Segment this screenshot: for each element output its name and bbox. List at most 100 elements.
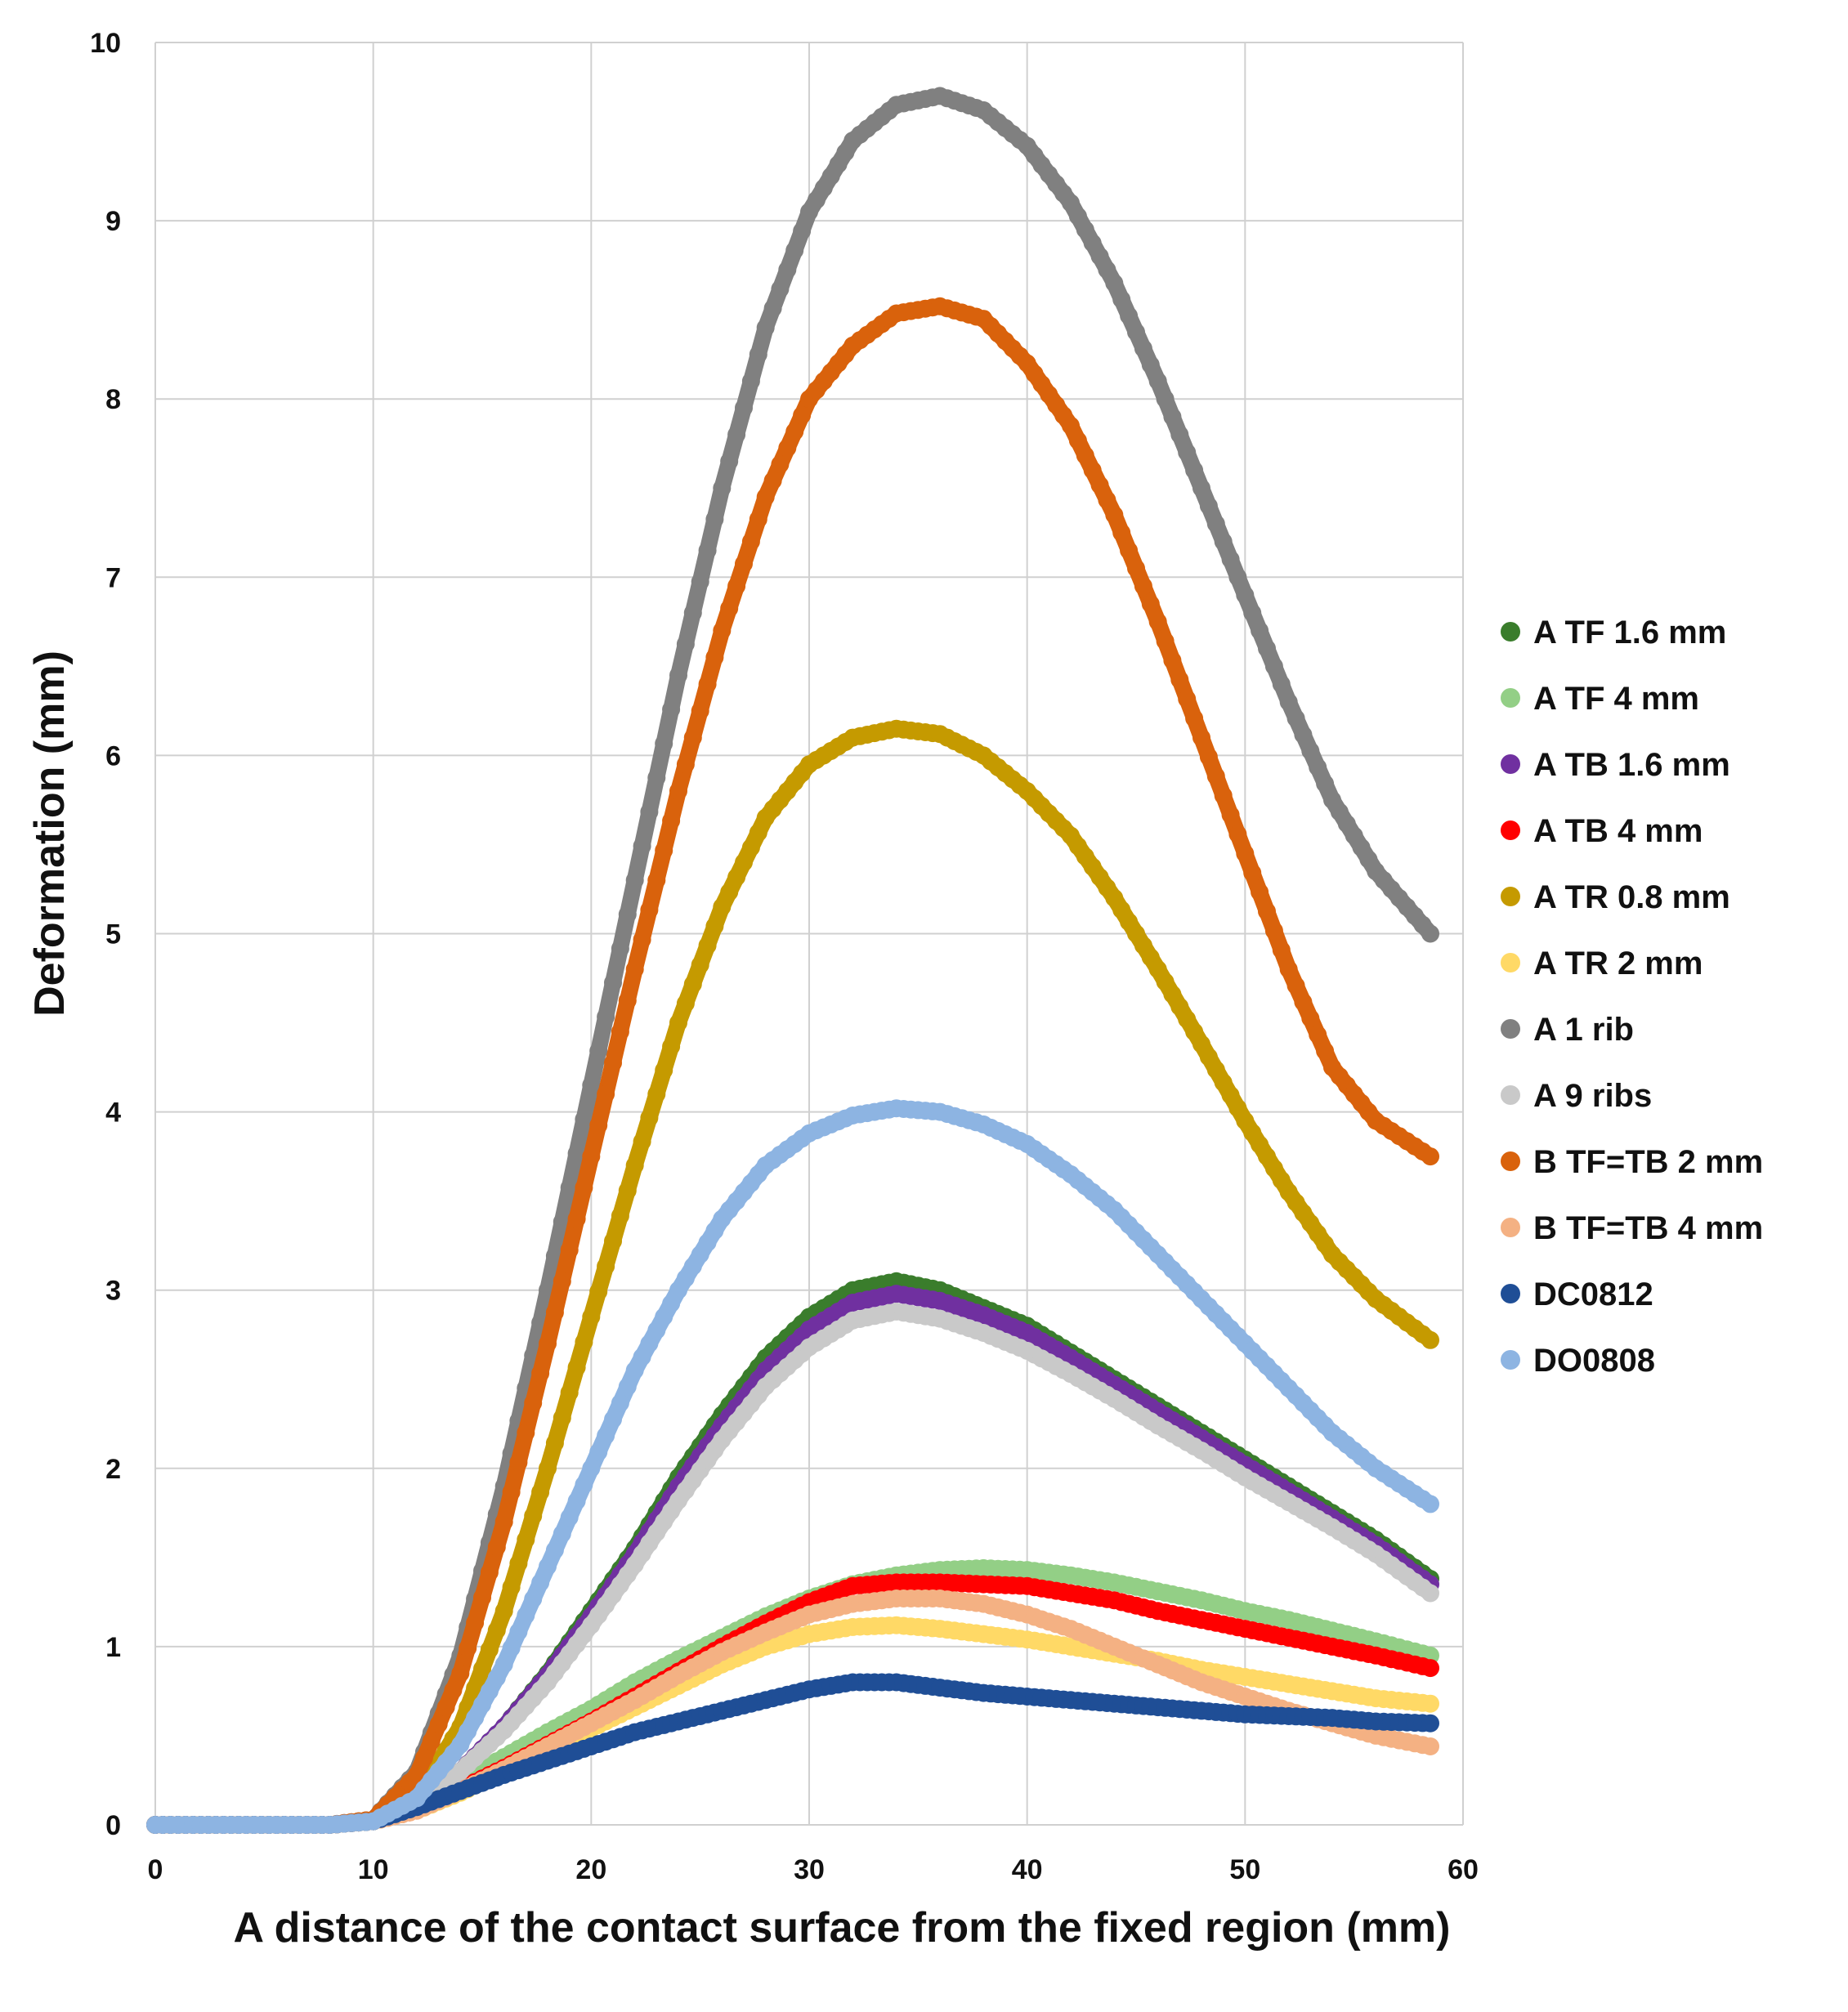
data-point xyxy=(625,1156,644,1174)
data-point xyxy=(1199,497,1218,516)
data-point xyxy=(1421,1694,1439,1713)
y-tick-label: 10 xyxy=(90,28,121,59)
data-point xyxy=(582,1308,601,1326)
data-point xyxy=(735,853,753,872)
data-point xyxy=(604,1410,622,1429)
data-point xyxy=(676,635,695,654)
data-point xyxy=(539,1335,557,1353)
data-point xyxy=(502,1639,521,1657)
data-point xyxy=(683,975,702,994)
data-point xyxy=(741,372,760,391)
data-point xyxy=(494,1602,513,1621)
data-point xyxy=(1272,941,1291,959)
data-point xyxy=(655,841,673,860)
data-point xyxy=(683,728,702,747)
legend-marker xyxy=(1501,1350,1520,1370)
data-point xyxy=(1421,1147,1439,1166)
data-point xyxy=(1309,1026,1327,1044)
data-point xyxy=(1192,728,1210,747)
data-point xyxy=(553,1409,571,1427)
data-point xyxy=(509,1622,528,1641)
data-point xyxy=(1185,461,1204,480)
data-point xyxy=(517,1424,535,1442)
data-point xyxy=(545,1303,564,1321)
data-point xyxy=(1286,977,1305,995)
x-tick-label: 50 xyxy=(1229,1854,1260,1885)
data-point xyxy=(771,279,790,298)
data-point xyxy=(1170,670,1189,689)
y-tick-label: 7 xyxy=(105,562,121,593)
data-point xyxy=(1062,194,1080,212)
legend-item: A 1 rib xyxy=(1501,1012,1634,1048)
data-point xyxy=(414,1749,433,1768)
data-point xyxy=(655,1061,673,1080)
data-point xyxy=(727,868,746,887)
data-point xyxy=(749,823,767,842)
legend-marker xyxy=(1501,1019,1520,1039)
data-point xyxy=(785,241,804,260)
series-line xyxy=(147,87,1439,1833)
data-point xyxy=(1421,1330,1439,1349)
data-point xyxy=(436,1698,455,1717)
legend-marker xyxy=(1501,688,1520,708)
data-point xyxy=(1214,532,1233,551)
legend-item: A TB 4 mm xyxy=(1501,813,1703,849)
data-point xyxy=(575,1110,593,1129)
legend-item: A TR 0.8 mm xyxy=(1501,879,1730,915)
data-point xyxy=(1134,577,1152,596)
legend-label: A TF 1.6 mm xyxy=(1533,615,1726,651)
data-point xyxy=(1156,632,1175,651)
data-point xyxy=(756,488,775,507)
data-point xyxy=(1214,786,1233,805)
data-point xyxy=(1098,261,1116,279)
data-point xyxy=(625,1361,644,1379)
data-point xyxy=(713,897,732,916)
y-axis-title: Deformation (mm) xyxy=(26,651,74,1017)
data-point xyxy=(589,1282,608,1301)
data-point xyxy=(727,577,746,596)
data-point xyxy=(618,905,637,923)
data-point xyxy=(589,1116,608,1134)
data-point xyxy=(575,1178,593,1197)
data-point xyxy=(662,812,681,830)
data-point xyxy=(502,1578,521,1597)
data-point xyxy=(1127,323,1145,342)
legend-item: A TF 1.6 mm xyxy=(1501,615,1726,651)
data-point xyxy=(741,838,760,857)
data-point xyxy=(451,1664,470,1683)
y-tick-label: 5 xyxy=(105,919,121,950)
data-point xyxy=(735,399,753,418)
data-point xyxy=(422,1732,441,1750)
x-tick-label: 10 xyxy=(358,1854,389,1885)
data-point xyxy=(582,1075,601,1094)
data-point xyxy=(1206,767,1225,785)
data-point xyxy=(647,871,666,890)
data-point xyxy=(720,452,739,471)
data-point xyxy=(633,1132,651,1151)
data-point xyxy=(502,1482,521,1501)
data-point xyxy=(618,1181,637,1200)
data-point xyxy=(1258,639,1276,658)
data-point xyxy=(567,1144,586,1163)
data-point xyxy=(604,973,622,992)
legend-label: A TB 1.6 mm xyxy=(1533,747,1730,783)
data-point xyxy=(647,1321,666,1339)
data-point xyxy=(1192,479,1210,498)
data-point xyxy=(771,455,790,474)
data-point xyxy=(1243,603,1262,622)
data-point xyxy=(545,1433,564,1452)
data-point xyxy=(705,648,724,667)
data-point xyxy=(1272,675,1291,694)
legend-label: B TF=TB 2 mm xyxy=(1533,1144,1763,1180)
data-point xyxy=(669,782,687,800)
data-point xyxy=(633,837,651,856)
data-point xyxy=(778,261,797,279)
data-point xyxy=(756,319,775,337)
data-point xyxy=(408,1765,426,1784)
y-tick-label: 6 xyxy=(105,740,121,771)
legend-item: A TB 1.6 mm xyxy=(1501,747,1730,783)
data-point xyxy=(1221,550,1240,569)
data-point xyxy=(1134,339,1152,358)
data-point xyxy=(662,1037,681,1056)
data-point xyxy=(793,221,812,240)
